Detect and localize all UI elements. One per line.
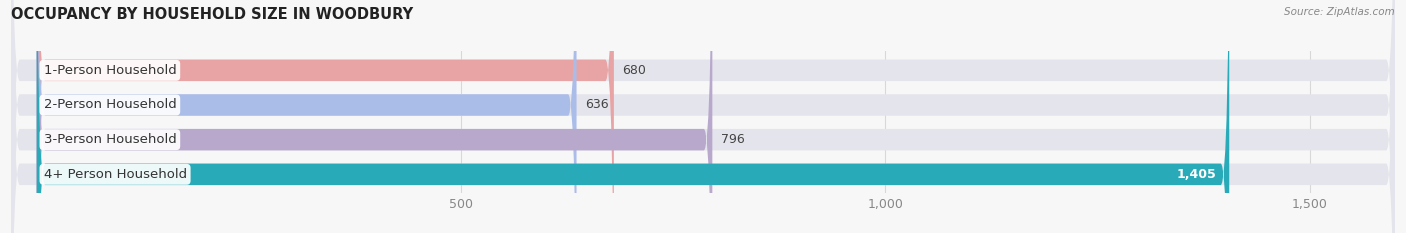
- Text: 796: 796: [721, 133, 745, 146]
- FancyBboxPatch shape: [11, 0, 1395, 233]
- FancyBboxPatch shape: [11, 0, 1395, 233]
- FancyBboxPatch shape: [37, 0, 1229, 233]
- FancyBboxPatch shape: [11, 0, 1395, 233]
- Text: 680: 680: [623, 64, 647, 77]
- FancyBboxPatch shape: [37, 0, 713, 233]
- Text: 1,405: 1,405: [1177, 168, 1216, 181]
- Text: 2-Person Household: 2-Person Household: [44, 99, 176, 112]
- FancyBboxPatch shape: [11, 0, 1395, 233]
- Text: 3-Person Household: 3-Person Household: [44, 133, 176, 146]
- Text: 636: 636: [585, 99, 609, 112]
- Text: OCCUPANCY BY HOUSEHOLD SIZE IN WOODBURY: OCCUPANCY BY HOUSEHOLD SIZE IN WOODBURY: [11, 7, 413, 22]
- Text: Source: ZipAtlas.com: Source: ZipAtlas.com: [1284, 7, 1395, 17]
- FancyBboxPatch shape: [37, 0, 614, 233]
- Text: 1-Person Household: 1-Person Household: [44, 64, 176, 77]
- Text: 4+ Person Household: 4+ Person Household: [44, 168, 187, 181]
- FancyBboxPatch shape: [37, 0, 576, 233]
